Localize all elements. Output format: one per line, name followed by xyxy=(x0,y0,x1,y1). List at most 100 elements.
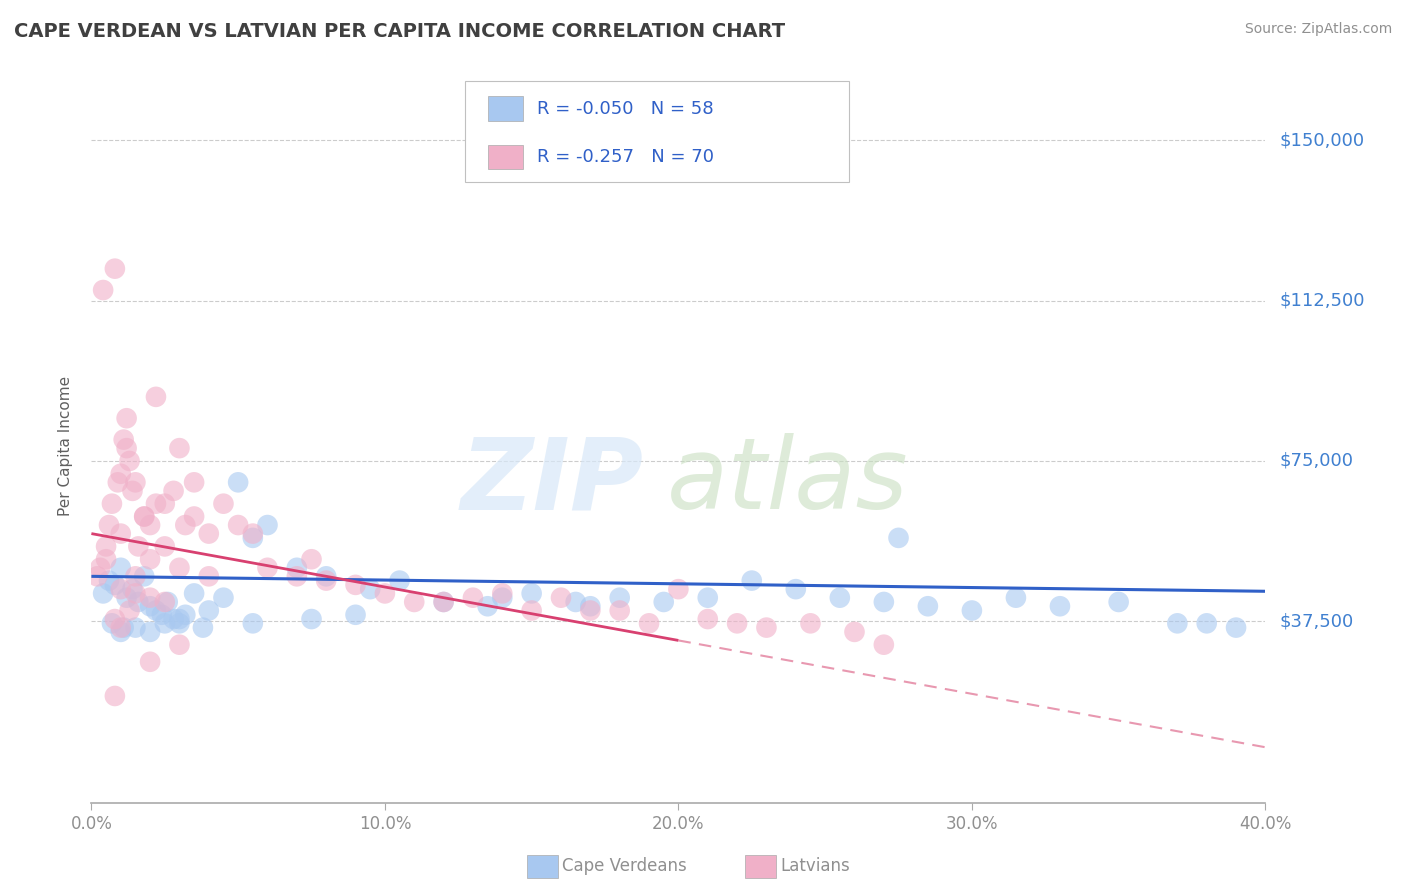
Point xyxy=(169,616,191,631)
Point xyxy=(1195,616,1218,631)
Point xyxy=(115,411,138,425)
Point xyxy=(433,595,456,609)
Text: ZIP: ZIP xyxy=(460,434,643,530)
Point xyxy=(579,603,602,617)
Text: atlas: atlas xyxy=(666,434,908,530)
Point xyxy=(112,433,135,447)
Point xyxy=(127,540,149,554)
Point xyxy=(139,655,162,669)
Text: $75,000: $75,000 xyxy=(1279,452,1354,470)
Point xyxy=(917,599,939,614)
Point xyxy=(844,624,866,639)
Point xyxy=(169,638,191,652)
Point xyxy=(404,595,426,609)
Point xyxy=(344,578,367,592)
Point xyxy=(301,612,323,626)
Text: Cape Verdeans: Cape Verdeans xyxy=(562,857,688,875)
Point xyxy=(169,441,191,455)
Point xyxy=(156,595,179,609)
Point xyxy=(609,591,631,605)
Point xyxy=(242,531,264,545)
Point xyxy=(1225,621,1247,635)
Point xyxy=(134,509,156,524)
Point xyxy=(94,540,117,554)
Point xyxy=(153,595,176,609)
Point xyxy=(197,526,219,541)
Point xyxy=(887,531,910,545)
Point xyxy=(115,441,138,455)
Point xyxy=(1005,591,1028,605)
Point xyxy=(124,586,146,600)
Point xyxy=(550,591,572,605)
Point xyxy=(139,599,162,614)
Text: R = -0.050   N = 58: R = -0.050 N = 58 xyxy=(537,100,714,118)
Point xyxy=(359,582,381,596)
Point xyxy=(91,283,114,297)
Point xyxy=(741,574,763,588)
Point xyxy=(960,603,983,617)
Point xyxy=(121,582,143,596)
Point xyxy=(873,638,896,652)
Point xyxy=(127,595,149,609)
Point xyxy=(145,390,167,404)
Point xyxy=(242,616,264,631)
Point xyxy=(1166,616,1188,631)
Point xyxy=(388,574,411,588)
Point xyxy=(197,603,219,617)
Point xyxy=(638,616,661,631)
Point xyxy=(110,582,132,596)
Point xyxy=(89,561,111,575)
Point xyxy=(520,603,543,617)
Point xyxy=(98,518,121,533)
Point xyxy=(799,616,821,631)
Point xyxy=(520,586,543,600)
Point xyxy=(150,607,173,622)
Text: $37,500: $37,500 xyxy=(1279,612,1354,630)
Point xyxy=(212,497,235,511)
Point xyxy=(315,569,337,583)
Point xyxy=(491,591,513,605)
Point xyxy=(153,497,176,511)
Point xyxy=(145,497,167,511)
Point xyxy=(197,569,219,583)
Point xyxy=(162,483,184,498)
Point xyxy=(124,569,146,583)
Point xyxy=(301,552,323,566)
Point xyxy=(110,621,132,635)
Point xyxy=(564,595,586,609)
Point xyxy=(725,616,748,631)
Point xyxy=(101,497,124,511)
Point xyxy=(491,586,513,600)
Point xyxy=(285,561,308,575)
Point xyxy=(124,475,146,490)
Point xyxy=(104,612,127,626)
Point xyxy=(124,621,146,635)
Point xyxy=(183,475,205,490)
Point xyxy=(110,561,132,575)
Point xyxy=(139,624,162,639)
Point xyxy=(226,475,249,490)
Y-axis label: Per Capita Income: Per Capita Income xyxy=(58,376,73,516)
Point xyxy=(134,509,156,524)
Point xyxy=(183,586,205,600)
Point xyxy=(1049,599,1071,614)
Point xyxy=(609,603,631,617)
Point xyxy=(183,509,205,524)
Point xyxy=(315,574,337,588)
Point xyxy=(110,467,132,481)
Point xyxy=(873,595,896,609)
Text: Latvians: Latvians xyxy=(780,857,851,875)
Point xyxy=(256,561,278,575)
Point xyxy=(145,603,167,617)
Text: CAPE VERDEAN VS LATVIAN PER CAPITA INCOME CORRELATION CHART: CAPE VERDEAN VS LATVIAN PER CAPITA INCOM… xyxy=(14,22,785,41)
Point xyxy=(169,612,191,626)
Point xyxy=(101,616,124,631)
Point xyxy=(242,526,264,541)
Point xyxy=(121,483,143,498)
Point xyxy=(696,591,718,605)
Point xyxy=(118,454,141,468)
Point xyxy=(666,582,689,596)
Point xyxy=(256,518,278,533)
Point xyxy=(112,621,135,635)
Point xyxy=(174,518,197,533)
